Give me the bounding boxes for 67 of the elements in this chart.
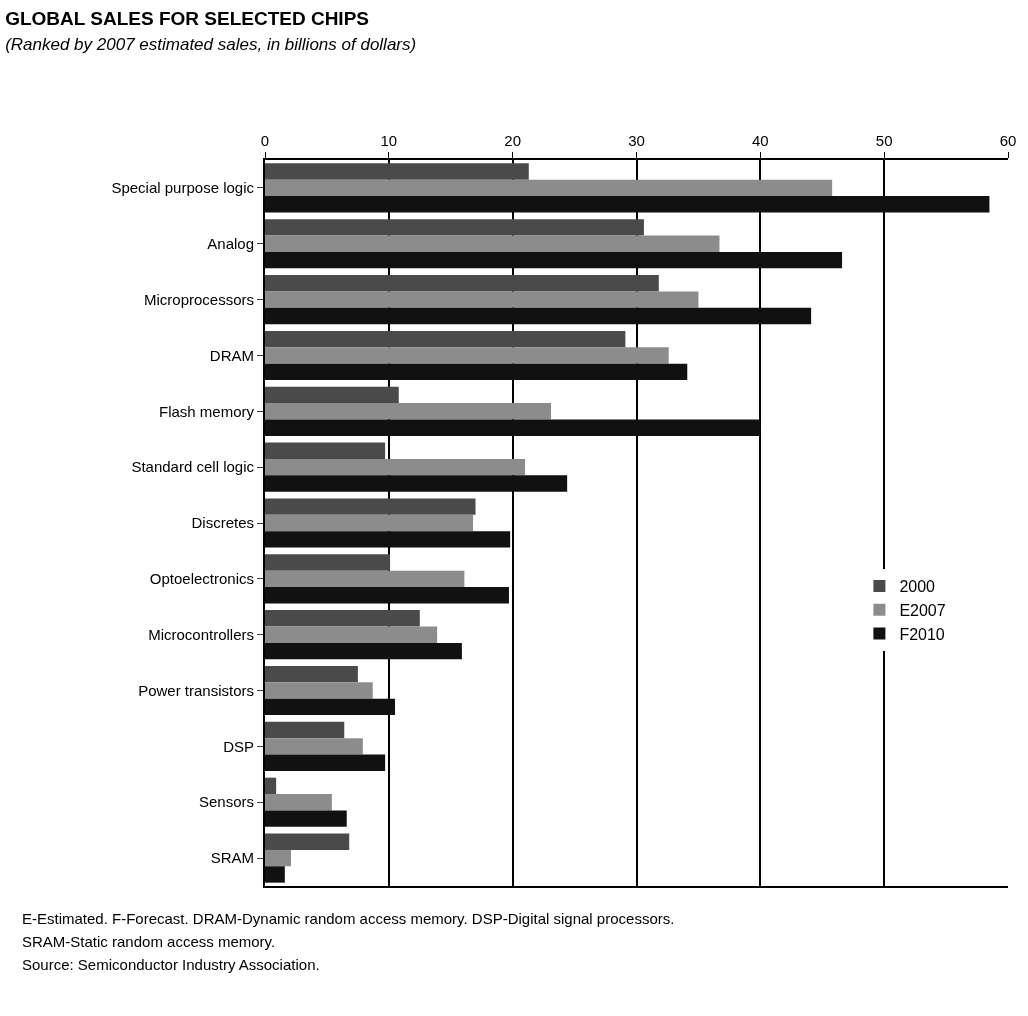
bar	[265, 475, 568, 492]
bar	[265, 307, 812, 325]
bar	[265, 514, 474, 532]
y-tick-label: DRAM	[209, 346, 254, 364]
bar	[265, 849, 292, 867]
bar	[265, 235, 720, 252]
bar	[265, 291, 699, 308]
y-tick-label: Special purpose logic	[111, 179, 255, 197]
x-tick-label: 0	[260, 132, 270, 149]
y-tick-label: Standard cell logic	[131, 458, 255, 476]
bar	[265, 179, 833, 197]
bar	[265, 251, 843, 269]
text: SRAM-Static random access memory.	[22, 933, 276, 950]
x-tick-label: 40	[751, 132, 769, 149]
bar	[265, 498, 476, 515]
bar	[265, 196, 990, 213]
y-tick-label: SRAM	[210, 849, 254, 867]
text: E-Estimated. F-Forecast. DRAM-Dynamic random access memory. DSP-Digital signal processors.	[22, 910, 675, 927]
bar	[265, 866, 285, 883]
bar	[265, 777, 277, 795]
bar	[265, 721, 345, 739]
bar	[265, 626, 438, 643]
legend-label: F2010	[899, 625, 945, 643]
bar	[265, 330, 626, 348]
y-tick-label: Analog	[207, 235, 254, 253]
x-tick-label: 60	[999, 132, 1017, 149]
bar	[265, 531, 511, 548]
bar	[265, 738, 363, 755]
y-tick-label: DSP	[223, 737, 254, 755]
source-note: Source: Semiconductor Industry Association.	[22, 956, 320, 973]
bar	[265, 810, 347, 827]
bar	[265, 419, 761, 436]
bar	[265, 570, 465, 588]
bar	[265, 403, 552, 420]
legend-label: 2000	[899, 578, 936, 596]
y-tick-label: Microprocessors	[143, 290, 254, 308]
bar	[265, 642, 462, 660]
bar	[265, 554, 391, 571]
legend-label: E2007	[899, 602, 946, 620]
bar	[265, 163, 529, 180]
bar	[265, 587, 509, 604]
y-tick-label: Discretes	[191, 514, 254, 532]
x-tick-label: 30	[628, 132, 645, 149]
x-tick-label: 50	[875, 132, 893, 149]
bar	[265, 386, 399, 404]
bar	[265, 665, 358, 683]
bar	[265, 698, 396, 716]
bar	[265, 794, 332, 811]
bar	[265, 458, 526, 476]
bar	[265, 219, 644, 236]
chart-title: GLOBAL SALES FOR SELECTED CHIPS	[5, 8, 369, 30]
y-tick-label: Optoelectronics	[149, 570, 254, 588]
x-tick-label: 10	[380, 132, 398, 149]
bar	[265, 363, 688, 381]
y-tick-label: Flash memory	[158, 402, 255, 420]
bar	[265, 347, 669, 364]
bar	[265, 754, 386, 771]
bar	[265, 610, 420, 627]
y-tick-label: Sensors	[198, 793, 254, 811]
bar	[265, 275, 659, 292]
bar	[265, 682, 373, 699]
bar	[265, 442, 386, 459]
x-tick-label: 20	[504, 132, 522, 149]
y-tick-label: Microcontrollers	[148, 625, 254, 643]
chart-subtitle: (Ranked by 2007 estimated sales, in billions of dollars)	[5, 35, 417, 55]
bar	[265, 833, 350, 850]
y-tick-label: Power transistors	[138, 681, 254, 699]
